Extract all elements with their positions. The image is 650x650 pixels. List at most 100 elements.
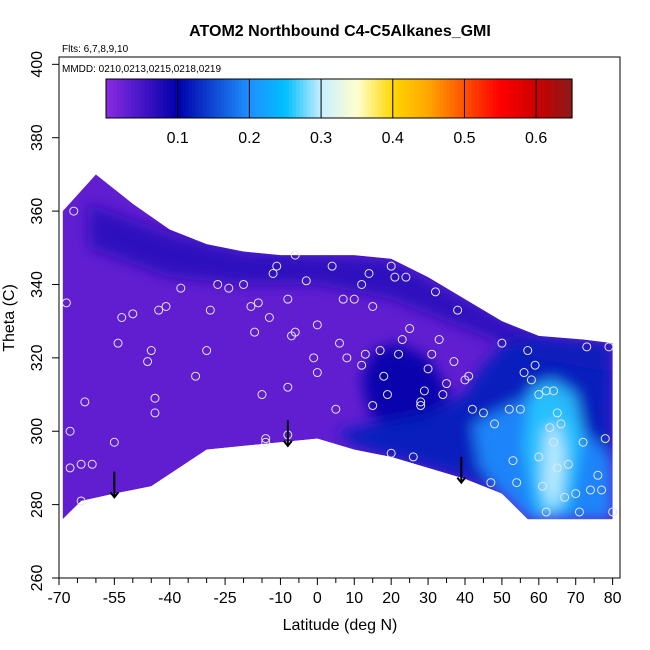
colorbar-segment bbox=[145, 79, 150, 118]
colorbar-segment bbox=[385, 79, 390, 118]
colorbar-segment bbox=[460, 79, 466, 118]
observation-point bbox=[504, 404, 514, 414]
observation-point bbox=[534, 390, 544, 400]
observation-point bbox=[408, 452, 418, 462]
colorbar-segment bbox=[188, 79, 193, 118]
observation-point bbox=[261, 437, 271, 447]
observation-point bbox=[490, 419, 500, 429]
colorbar-segment bbox=[514, 79, 519, 118]
x-tick-label: -70 bbox=[47, 590, 70, 607]
observation-point bbox=[191, 371, 201, 381]
colorbar-segment bbox=[313, 79, 319, 118]
y-axis: 260 280 300 320 340 360 380 400 bbox=[29, 51, 59, 591]
colorbar-segment bbox=[389, 79, 394, 118]
observation-point bbox=[143, 357, 153, 367]
observation-point bbox=[309, 353, 319, 363]
observation-point bbox=[360, 349, 370, 359]
colorbar-segment bbox=[410, 79, 415, 118]
colorbar-segment bbox=[328, 79, 333, 118]
observation-point bbox=[419, 386, 429, 396]
observation-point bbox=[386, 261, 396, 271]
y-tick-label: 340 bbox=[29, 271, 46, 298]
colorbar-segment bbox=[353, 79, 358, 118]
y-tick-label: 400 bbox=[29, 51, 46, 78]
colorbar-segment bbox=[249, 79, 254, 118]
observation-point bbox=[563, 459, 573, 469]
colorbar-segment bbox=[252, 79, 258, 118]
observation-point bbox=[65, 463, 75, 473]
colorbar-segment bbox=[414, 79, 419, 118]
colorbar-segment bbox=[554, 79, 559, 118]
colorbar-segment bbox=[181, 79, 186, 118]
observation-point bbox=[508, 456, 518, 466]
observation-point bbox=[301, 276, 311, 286]
x-tick-label: 30 bbox=[419, 590, 437, 607]
observation-point bbox=[600, 434, 610, 444]
colorbar-segment bbox=[235, 79, 240, 118]
observation-point bbox=[368, 301, 378, 311]
observation-point bbox=[604, 342, 614, 352]
observation-point bbox=[397, 335, 407, 345]
observation-point bbox=[512, 478, 522, 488]
observation-point bbox=[117, 313, 127, 322]
observation-point bbox=[379, 371, 389, 381]
colorbar-segment bbox=[421, 79, 426, 118]
colorbar-tick-label: 0.5 bbox=[453, 130, 475, 147]
colorbar-segment bbox=[220, 79, 225, 118]
observation-point bbox=[61, 298, 71, 308]
colorbar-segment bbox=[310, 79, 315, 118]
colorbar-segment bbox=[468, 79, 473, 118]
colorbar-segment bbox=[489, 79, 494, 118]
observation-point bbox=[76, 496, 86, 506]
observation-point bbox=[486, 478, 496, 488]
observation-point bbox=[442, 379, 452, 389]
colorbar-segment bbox=[285, 79, 290, 118]
observation-point bbox=[239, 279, 249, 289]
colorbar-segment bbox=[152, 79, 157, 118]
colorbar-segment bbox=[260, 79, 265, 118]
colorbar-segment bbox=[339, 79, 344, 118]
colorbar-segment bbox=[442, 79, 448, 118]
colorbar-segment bbox=[274, 79, 279, 118]
observation-point bbox=[552, 463, 562, 473]
observation-point bbox=[405, 324, 415, 334]
observation-point bbox=[526, 375, 536, 385]
observation-point bbox=[578, 437, 588, 447]
y-tick-label: 320 bbox=[29, 344, 46, 371]
colorbar-segment bbox=[546, 79, 552, 118]
observation-point bbox=[582, 342, 592, 352]
colorbar-segment bbox=[543, 79, 548, 118]
colorbar-segment bbox=[539, 79, 544, 118]
x-tick-label: 40 bbox=[456, 590, 474, 607]
colorbar-segment bbox=[503, 79, 509, 118]
colorbar-tick-label: 0.4 bbox=[382, 130, 404, 147]
observation-point bbox=[430, 287, 440, 297]
observation-point bbox=[608, 507, 618, 517]
observation-point bbox=[464, 371, 474, 381]
observation-point bbox=[364, 268, 374, 278]
colorbar-segment bbox=[550, 79, 555, 118]
colorbar-segment bbox=[425, 79, 430, 118]
colorbar-segment bbox=[349, 79, 354, 118]
observation-point bbox=[357, 279, 367, 289]
observation-point bbox=[76, 459, 86, 469]
observation-point bbox=[530, 360, 540, 370]
observation-point bbox=[467, 404, 477, 414]
colorbar-segment bbox=[166, 79, 172, 118]
colorbar-segment bbox=[367, 79, 372, 118]
observation-point bbox=[552, 408, 562, 418]
colorbar-segment bbox=[382, 79, 387, 118]
colorbar-segment bbox=[192, 79, 197, 118]
arrow-head bbox=[283, 440, 293, 448]
observation-point bbox=[257, 390, 267, 400]
colorbar-segment bbox=[159, 79, 164, 118]
observation-point bbox=[434, 335, 444, 345]
x-tick-label: 20 bbox=[382, 590, 400, 607]
colorbar-segment bbox=[446, 79, 451, 118]
colorbar-segment bbox=[453, 79, 458, 118]
colorbar-segment bbox=[493, 79, 498, 118]
colorbar-segment bbox=[331, 79, 337, 118]
observation-point bbox=[394, 349, 404, 359]
observation-point bbox=[534, 452, 544, 462]
